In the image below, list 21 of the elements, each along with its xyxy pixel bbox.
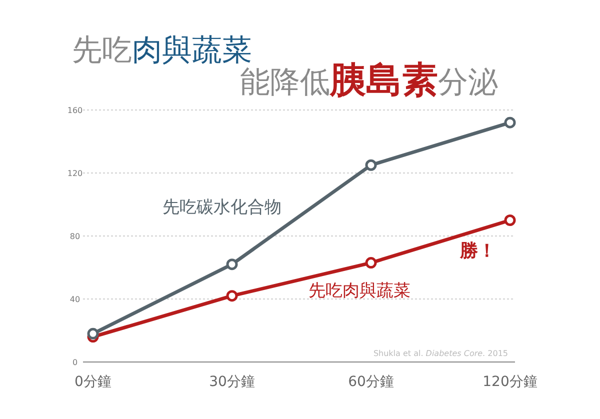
y-tick-label: 0 xyxy=(72,358,78,367)
x-tick-label: 60分鐘 xyxy=(348,374,394,390)
point xyxy=(226,290,238,302)
x-tick-label: 0分鐘 xyxy=(74,374,112,390)
y-tick-label: 80 xyxy=(70,232,80,241)
point xyxy=(87,328,99,340)
point xyxy=(504,116,516,128)
annotation: Shukla et al. Diabetes Core. 2015 xyxy=(373,349,508,358)
series-label: 先吃肉與蔬菜 xyxy=(308,280,410,301)
point xyxy=(365,159,377,171)
x-tick-label: 120分鐘 xyxy=(482,374,538,390)
point xyxy=(504,214,516,226)
y-tick-label: 40 xyxy=(70,295,80,304)
point xyxy=(365,257,377,269)
y-tick-label: 120 xyxy=(67,169,83,178)
point xyxy=(226,258,238,270)
series-label: 先吃碳水化合物 xyxy=(162,197,282,218)
chart-title: 先吃肉與蔬菜 xyxy=(72,33,252,68)
annotation: 勝！ xyxy=(459,240,496,262)
x-tick-label: 30分鐘 xyxy=(209,374,255,390)
y-tick-label: 160 xyxy=(67,106,83,115)
